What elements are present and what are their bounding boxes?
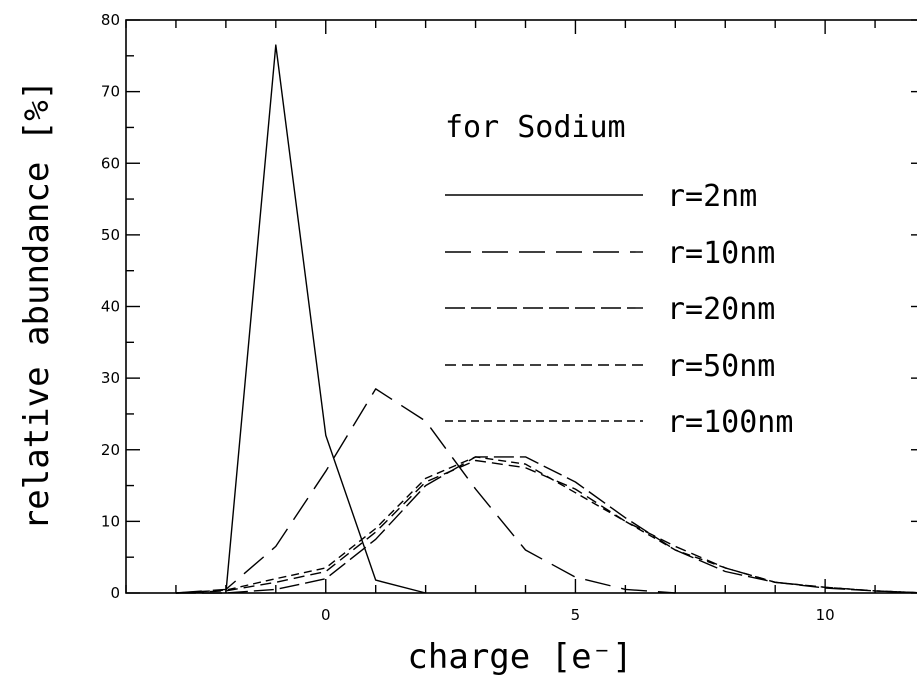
y-tick-label: 10: [101, 512, 120, 530]
legend-label-5: r=100nm: [667, 405, 793, 440]
axis-ticks: [125, 19, 917, 594]
y-tick-label: 20: [101, 441, 120, 459]
legend-label-1: r=2nm: [667, 179, 757, 214]
x-tick-label: 10: [816, 606, 835, 624]
y-tick-label: 80: [101, 11, 120, 29]
legend-label-2: r=10nm: [667, 236, 775, 271]
axis-tick-labels: 0 5 10 0 10 20 30 40 50 60 70 80: [101, 11, 835, 624]
series-line-1: [225, 44, 426, 594]
legend-title: for Sodium: [445, 110, 626, 145]
series-line-2: [175, 388, 676, 594]
y-tick-label: 0: [110, 584, 120, 602]
series-line-5: [175, 456, 917, 594]
y-tick-label: 70: [101, 83, 120, 101]
legend-label-3: r=20nm: [667, 292, 775, 327]
y-tick-label: 30: [101, 369, 120, 387]
x-tick-label: 5: [571, 606, 581, 624]
legend-label-4: r=50nm: [667, 349, 775, 384]
x-tick-label: 0: [321, 606, 331, 624]
legend: r=2nm r=10nm r=20nm r=50nm r=100nm: [445, 179, 793, 440]
y-tick-label: 50: [101, 226, 120, 244]
plot-frame: [125, 19, 917, 594]
series-lines: [175, 44, 917, 594]
y-tick-label: 60: [101, 154, 120, 172]
series-line-4: [175, 459, 917, 594]
y-tick-label: 40: [101, 298, 120, 316]
y-axis-title: relative abundance [%]: [17, 80, 57, 530]
x-axis-title: charge [e⁻]: [407, 637, 632, 677]
